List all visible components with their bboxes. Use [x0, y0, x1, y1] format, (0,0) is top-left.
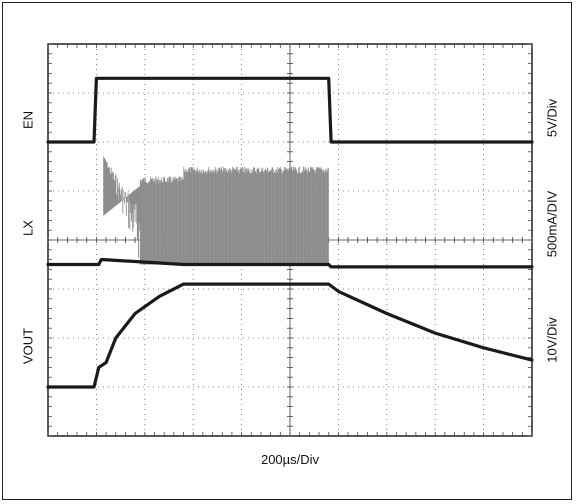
time-scale-label: 200µs/Div [260, 452, 320, 467]
lx-channel-label: LX [20, 220, 36, 236]
vout-trace [46, 282, 534, 389]
en-channel-label: EN [20, 110, 36, 130]
lx-scale-label: 500mA/DIV [544, 190, 560, 258]
vout-scale-label: 10V/Div [544, 317, 560, 363]
lx-switching-ripple [103, 156, 329, 265]
traces [46, 76, 534, 389]
en-trace [46, 76, 534, 144]
en-scale-label: 5V/Div [544, 98, 560, 138]
figure-frame [2, 2, 572, 500]
vout-channel-label: VOUT [20, 327, 36, 365]
lx-trace [46, 258, 534, 269]
